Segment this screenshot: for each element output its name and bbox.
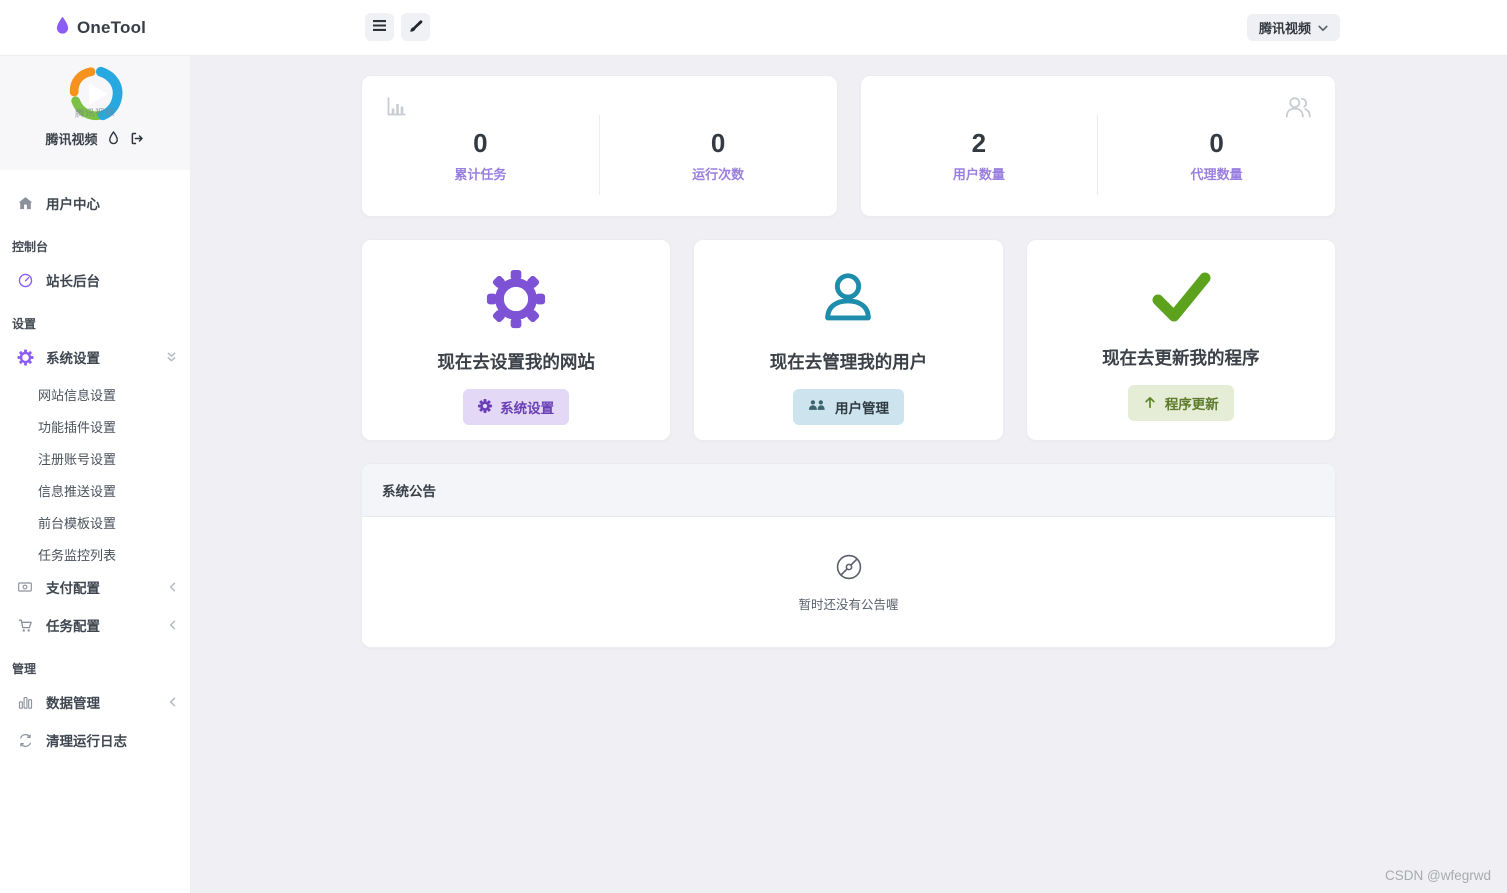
theme-brush-button[interactable]: [401, 13, 430, 41]
person-icon: [817, 268, 879, 335]
sidebar-section-manage: 管理: [12, 662, 37, 676]
refresh-icon: [16, 732, 34, 749]
stat-label-agent-count: 代理数量: [1190, 166, 1243, 182]
divider: [1097, 115, 1099, 195]
logout-icon[interactable]: [129, 131, 145, 146]
main-content: 0 累计任务 0 运行次数 2 用户数量 0: [190, 55, 1507, 893]
action-title: 现在去设置我的网站: [437, 352, 595, 372]
sidebar-subitem-website-info-settings[interactable]: 网站信息设置: [38, 387, 117, 403]
sidebar-item-label: 清理运行日志: [46, 734, 127, 749]
slash-circle-icon: [834, 552, 864, 587]
sidebar-item-task-config[interactable]: 任务配置: [0, 608, 190, 642]
paintbrush-icon: [409, 19, 423, 36]
sidebar-item-label: 任务配置: [46, 619, 100, 634]
sidebar-subitem-message-push-settings[interactable]: 信息推送设置: [38, 483, 117, 499]
cash-icon: [16, 579, 34, 595]
brand: OneTool: [55, 0, 146, 55]
stat-label-run-count: 运行次数: [692, 166, 745, 182]
arrow-up-icon: [1143, 395, 1157, 412]
hamburger-icon: [372, 19, 387, 35]
action-title: 现在去更新我的程序: [1102, 348, 1260, 368]
gear-icon: [16, 349, 34, 366]
droplet-logo-icon: [55, 16, 70, 40]
house-icon: [16, 195, 34, 212]
sidebar-item-label: 数据管理: [46, 696, 100, 711]
brand-name: OneTool: [77, 17, 147, 37]
announcement-empty-state: 暂时还没有公告喔: [362, 517, 1335, 647]
action-title: 现在去管理我的用户: [769, 352, 928, 372]
stat-label-total-tasks: 累计任务: [454, 166, 507, 182]
bar-chart-icon: [384, 94, 408, 123]
workspace-dropdown[interactable]: 腾讯视频: [1246, 14, 1340, 41]
button-label: 用户管理: [834, 401, 889, 416]
workspace-name: 腾讯视频: [1258, 21, 1311, 36]
sidebar-subitem-plugin-settings[interactable]: 功能插件设置: [38, 419, 117, 435]
check-icon: [1148, 268, 1214, 331]
gear-icon: [478, 398, 493, 416]
tencent-video-logo: 腾讯视频: [64, 63, 126, 125]
stat-card-users: 2 用户数量 0 代理数量: [859, 75, 1336, 217]
stat-label-user-count: 用户数量: [952, 166, 1005, 182]
sidebar-item-clear-run-logs[interactable]: 清理运行日志: [0, 723, 190, 757]
sidebar-item-system-settings[interactable]: 系统设置: [0, 340, 190, 374]
double-chevron-down-icon: [166, 352, 177, 363]
sidebar-item-user-center[interactable]: 用户中心: [0, 186, 190, 220]
stat-value-user-count: 2: [971, 127, 987, 158]
sidebar-subitem-register-account-settings[interactable]: 注册账号设置: [38, 451, 117, 467]
gear-icon: [485, 268, 547, 335]
sidebar-profile: 腾讯视频 腾讯视频: [0, 55, 190, 170]
announcement-panel: 系统公告 暂时还没有公告喔: [361, 463, 1336, 648]
sidebar-subitem-frontend-template-settings[interactable]: 前台模板设置: [38, 515, 117, 531]
stat-value-total-tasks: 0: [473, 127, 488, 158]
sidebar-item-label: 支付配置: [46, 581, 100, 596]
announcement-title: 系统公告: [362, 464, 1335, 517]
chevron-left-icon: [169, 697, 177, 708]
button-label: 程序更新: [1164, 397, 1219, 412]
sidebar-item-label: 系统设置: [46, 351, 100, 366]
sidebar-item-label: 用户中心: [46, 197, 100, 212]
stat-value-agent-count: 0: [1209, 127, 1224, 158]
system-settings-button[interactable]: 系统设置: [463, 389, 570, 425]
account-name: 腾讯视频: [45, 132, 98, 147]
sidebar: 腾讯视频 腾讯视频 用户中心 控制台 站长后台 设置: [0, 55, 190, 893]
chevron-left-icon: [169, 582, 177, 593]
users-icon: [808, 398, 827, 416]
people-icon: [1283, 94, 1313, 125]
sidebar-item-data-manage[interactable]: 数据管理: [0, 685, 190, 719]
chevron-left-icon: [169, 620, 177, 631]
chevron-down-icon: [1318, 20, 1328, 35]
sidebar-section-settings: 设置: [12, 317, 37, 331]
action-card-site-settings: 现在去设置我的网站: [361, 239, 672, 441]
announcement-empty-text: 暂时还没有公告喔: [798, 597, 899, 612]
top-bar: OneTool 腾讯视频: [0, 0, 1507, 55]
divider: [598, 115, 600, 195]
sidebar-menu: 用户中心 控制台 站长后台 设置: [0, 170, 190, 757]
action-card-program-update: 现在去更新我的程序 程序更新: [1025, 239, 1336, 441]
bar-chart-icon: [16, 694, 34, 711]
user-manage-button[interactable]: 用户管理: [792, 389, 904, 425]
sidebar-item-label: 站长后台: [46, 274, 100, 289]
cart-icon: [16, 617, 34, 634]
sidebar-item-payment-config[interactable]: 支付配置: [0, 570, 190, 604]
csdn-watermark: CSDN @wfegrwd: [1385, 868, 1491, 883]
stat-card-tasks: 0 累计任务 0 运行次数: [361, 75, 838, 217]
stat-value-run-count: 0: [710, 127, 726, 158]
logo-watermark-text: 腾讯视频: [74, 107, 116, 120]
action-card-user-manage: 现在去管理我的用户 用户管理: [693, 239, 1004, 441]
speedometer-icon: [16, 272, 34, 289]
button-label: 系统设置: [500, 401, 555, 416]
sidebar-item-webmaster-backend[interactable]: 站长后台: [0, 263, 190, 297]
program-update-button[interactable]: 程序更新: [1127, 385, 1234, 421]
droplet-icon[interactable]: [107, 131, 120, 146]
sidebar-toggle-button[interactable]: [365, 13, 394, 41]
sidebar-section-console: 控制台: [12, 240, 49, 254]
sidebar-subitem-task-monitor-list[interactable]: 任务监控列表: [38, 547, 117, 563]
